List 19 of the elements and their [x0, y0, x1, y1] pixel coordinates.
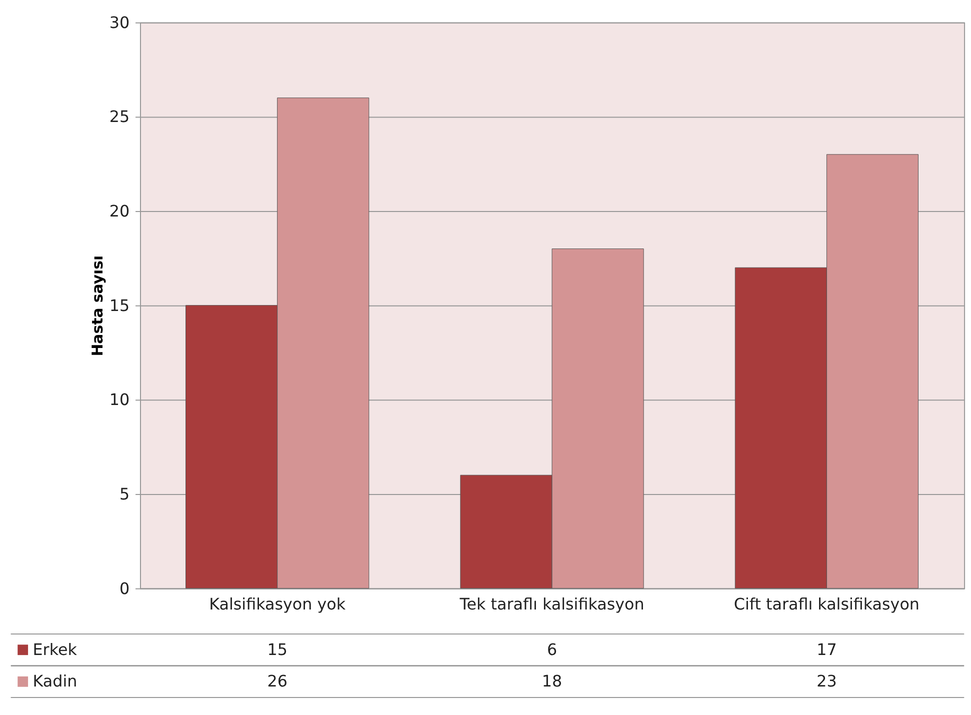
data-label: 23	[816, 672, 837, 691]
x-tick-label: Tek taraflı kalsifikasyon	[458, 594, 644, 614]
data-label: 17	[816, 640, 837, 659]
y-tick-label: 20	[109, 201, 130, 220]
data-label: 6	[546, 640, 558, 659]
y-tick-label: 25	[109, 107, 130, 126]
legend-label: Kadin	[32, 672, 78, 691]
y-tick-label: 0	[119, 578, 130, 598]
x-tick-label: Kalsifikasyon yok	[209, 594, 346, 614]
y-tick-label: 5	[119, 484, 130, 504]
legend-label: Erkek	[32, 640, 78, 659]
y-axis-title: Hasta sayısı	[88, 255, 106, 356]
y-tick-label: 30	[109, 12, 130, 32]
data-label: 15	[267, 640, 288, 659]
x-tick-label: Cift taraflı kalsifikasyon	[734, 594, 920, 614]
data-label: 18	[542, 672, 562, 691]
data-label: 26	[267, 672, 288, 691]
y-tick-label: 10	[109, 390, 130, 410]
y-tick-label: 15	[109, 296, 130, 315]
